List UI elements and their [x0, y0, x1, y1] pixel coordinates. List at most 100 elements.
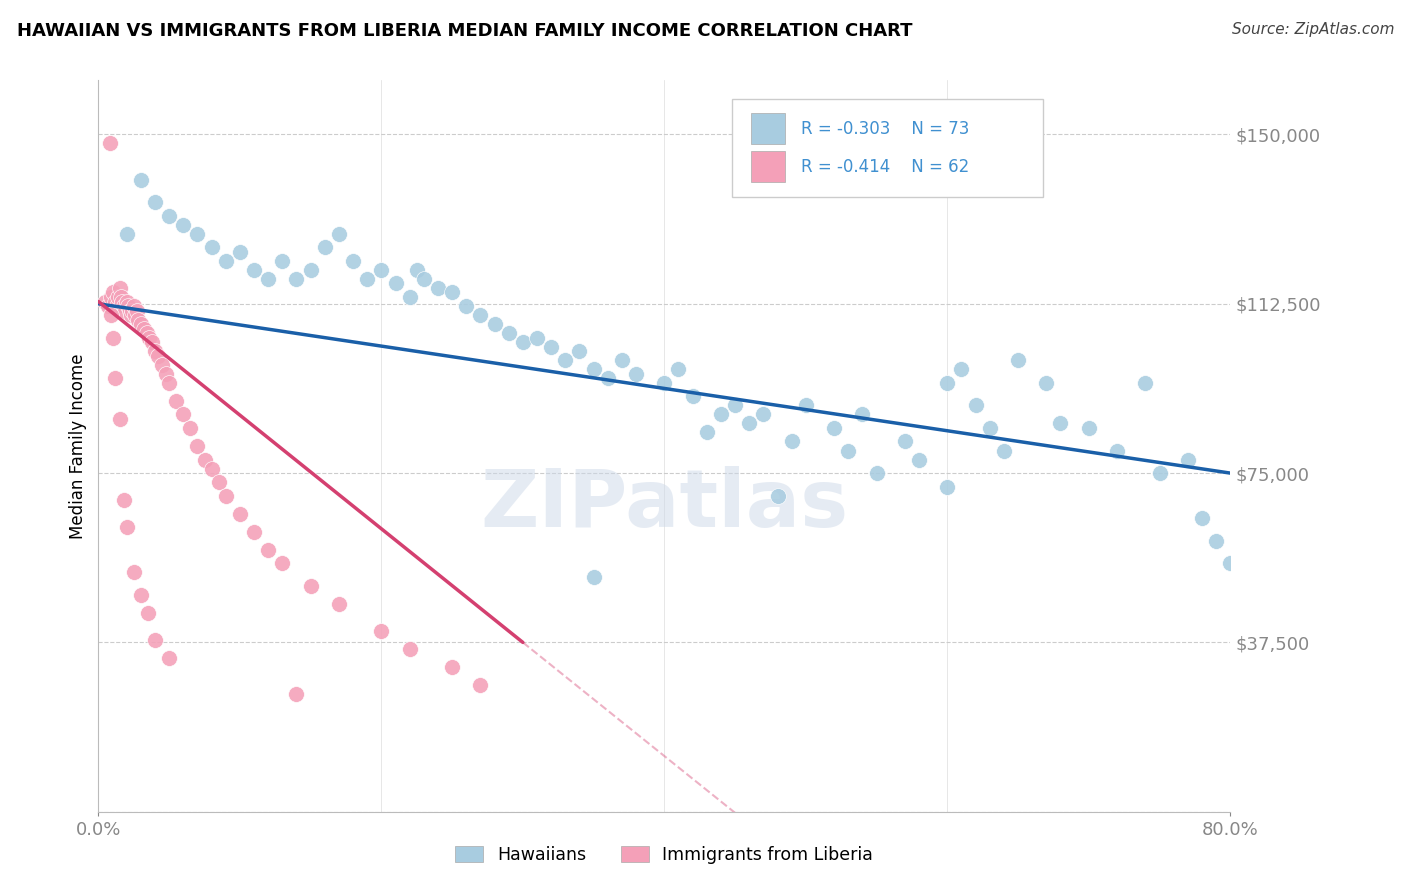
Point	[1107, 443, 1129, 458]
Point	[179, 421, 201, 435]
Point	[696, 425, 718, 440]
Point	[112, 493, 135, 508]
Point	[143, 195, 166, 210]
Point	[950, 362, 973, 376]
Point	[132, 321, 155, 335]
Point	[172, 218, 194, 232]
Point	[104, 371, 127, 385]
Point	[328, 597, 350, 611]
Point	[143, 344, 166, 359]
Point	[136, 606, 159, 620]
Point	[794, 398, 817, 412]
Point	[1049, 417, 1071, 431]
Point	[104, 294, 127, 309]
Bar	[751, 152, 786, 182]
Point	[271, 253, 294, 268]
Point	[150, 358, 173, 372]
Point	[186, 227, 208, 241]
Text: HAWAIIAN VS IMMIGRANTS FROM LIBERIA MEDIAN FAMILY INCOME CORRELATION CHART: HAWAIIAN VS IMMIGRANTS FROM LIBERIA MEDI…	[17, 22, 912, 40]
Point	[138, 331, 160, 345]
Point	[243, 263, 266, 277]
Point	[129, 588, 152, 602]
Point	[271, 557, 294, 571]
Point	[215, 489, 238, 503]
Bar	[751, 113, 786, 144]
Text: Source: ZipAtlas.com: Source: ZipAtlas.com	[1232, 22, 1395, 37]
Point	[993, 443, 1015, 458]
Point	[215, 253, 238, 268]
Point	[186, 439, 208, 453]
Point	[526, 331, 548, 345]
Point	[143, 633, 166, 648]
Point	[484, 317, 506, 331]
Point	[98, 136, 121, 151]
Point	[865, 466, 887, 480]
Point	[125, 303, 148, 318]
Point	[122, 566, 145, 580]
Point	[624, 367, 647, 381]
Point	[229, 244, 252, 259]
Point	[1191, 511, 1213, 525]
Point	[1205, 533, 1227, 548]
Point	[582, 570, 605, 584]
Point	[114, 303, 136, 318]
Point	[470, 308, 492, 322]
Legend: Hawaiians, Immigrants from Liberia: Hawaiians, Immigrants from Liberia	[447, 837, 882, 872]
Point	[894, 434, 917, 449]
Point	[412, 272, 434, 286]
Point	[129, 172, 152, 186]
Point	[427, 281, 450, 295]
Point	[370, 624, 392, 639]
Point	[229, 507, 252, 521]
Point	[470, 678, 492, 692]
Point	[1035, 376, 1057, 390]
Point	[157, 376, 180, 390]
Point	[1007, 353, 1029, 368]
Point	[610, 353, 633, 368]
Point	[398, 642, 420, 657]
Point	[738, 417, 761, 431]
Point	[908, 452, 931, 467]
Point	[498, 326, 520, 340]
Point	[115, 227, 138, 241]
Point	[127, 312, 149, 326]
Point	[243, 524, 266, 539]
Point	[710, 408, 733, 422]
Point	[766, 489, 789, 503]
Point	[201, 461, 224, 475]
Point	[107, 290, 129, 304]
Point	[342, 253, 364, 268]
Point	[112, 299, 135, 313]
Point	[823, 421, 845, 435]
Point	[97, 299, 120, 313]
Point	[540, 340, 562, 354]
Point	[837, 443, 859, 458]
Point	[100, 308, 122, 322]
Point	[965, 398, 987, 412]
Point	[101, 331, 124, 345]
Point	[568, 344, 591, 359]
Point	[582, 362, 605, 376]
Point	[682, 389, 704, 403]
Point	[122, 299, 145, 313]
Point	[111, 294, 134, 309]
Point	[405, 263, 427, 277]
Text: R = -0.303    N = 73: R = -0.303 N = 73	[801, 120, 970, 137]
Point	[851, 408, 873, 422]
Point	[146, 349, 169, 363]
Text: ZIPatlas: ZIPatlas	[481, 466, 848, 543]
Point	[724, 398, 747, 412]
Point	[257, 272, 280, 286]
Point	[165, 393, 187, 408]
Point	[124, 308, 146, 322]
Point	[157, 209, 180, 223]
Point	[456, 299, 478, 313]
Point	[652, 376, 676, 390]
Point	[512, 335, 534, 350]
Point	[117, 299, 139, 313]
Point	[441, 285, 464, 300]
Point	[285, 687, 308, 701]
Point	[441, 660, 464, 674]
Point	[94, 294, 117, 309]
Point	[285, 272, 308, 286]
